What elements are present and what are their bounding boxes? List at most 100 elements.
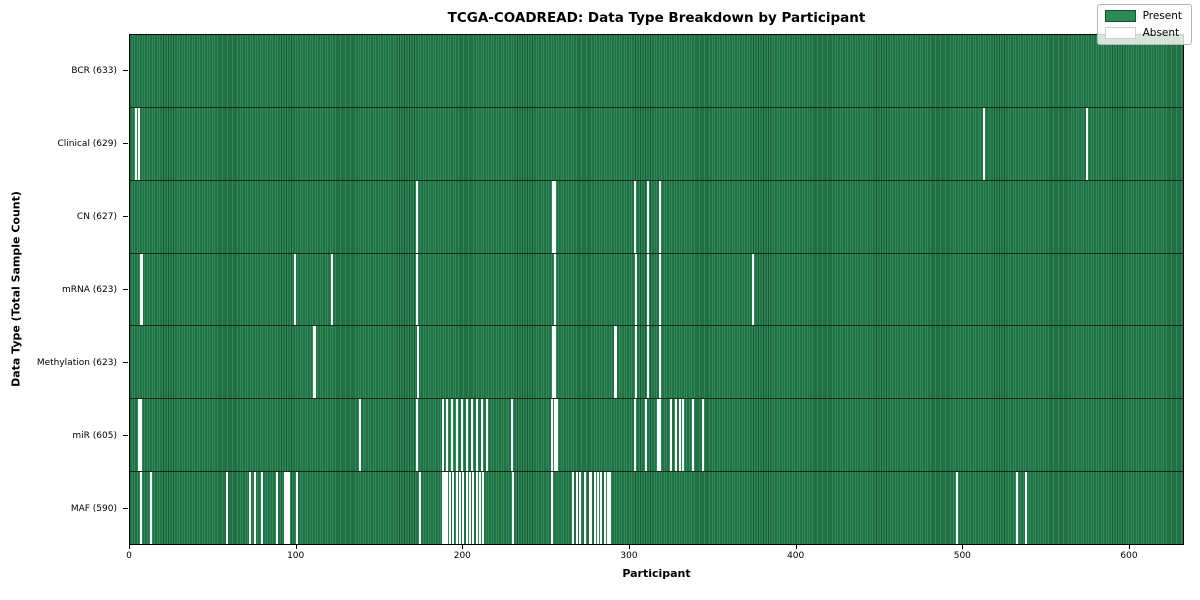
absent-stripe xyxy=(415,253,418,326)
legend: Present Absent xyxy=(1096,4,1192,45)
data-row-Methylation xyxy=(130,326,1183,400)
absent-stripe xyxy=(657,399,660,472)
data-row-Clinical xyxy=(130,107,1183,181)
absent-stripe xyxy=(415,399,418,472)
y-tick-mark xyxy=(123,435,128,436)
y-tick-label: CN (627) xyxy=(76,211,117,222)
x-tick-mark xyxy=(629,545,630,549)
legend-label: Present xyxy=(1142,10,1182,22)
y-tick-label: MAF (590) xyxy=(70,503,117,514)
x-tick-label: 400 xyxy=(787,551,805,561)
absent-stripe xyxy=(583,472,586,545)
absent-stripe xyxy=(658,253,661,326)
absent-stripe xyxy=(670,399,673,472)
absent-stripe xyxy=(590,472,593,545)
absent-stripe xyxy=(615,326,618,399)
absent-stripe xyxy=(139,253,142,326)
absent-stripe xyxy=(613,326,616,399)
absent-stripe xyxy=(553,180,556,253)
absent-stripe xyxy=(633,399,636,472)
absent-stripe xyxy=(141,253,144,326)
x-tick-label: 0 xyxy=(126,551,132,561)
x-tick-mark xyxy=(962,545,964,549)
chart-title: TCGA-COADREAD: Data Type Breakdown by Pa… xyxy=(447,10,866,26)
x-tick-label: 100 xyxy=(287,551,305,561)
absent-swatch xyxy=(1104,27,1136,39)
y-tick-label: Clinical (629) xyxy=(57,138,117,149)
absent-stripe xyxy=(607,472,610,545)
x-axis-ticks: 0 100 200 300 400 500 600 xyxy=(126,545,1184,567)
absent-stripe xyxy=(647,326,650,399)
y-tick-mark xyxy=(123,508,128,509)
y-axis-ticks: BCR (633) Clinical (629) CN (627) mRNA (623… xyxy=(0,34,129,545)
data-row-mRNA xyxy=(130,253,1183,327)
absent-stripe xyxy=(553,399,556,472)
y-tick-label: BCR (633) xyxy=(71,65,117,76)
absent-stripe xyxy=(444,472,447,545)
absent-stripe xyxy=(552,326,555,399)
absent-stripe xyxy=(572,472,575,545)
absent-stripe xyxy=(681,399,684,472)
absent-stripe xyxy=(479,472,482,545)
absent-stripe xyxy=(445,399,448,472)
y-tick-label: mRNA (623) xyxy=(62,284,117,295)
absent-stripe xyxy=(442,472,445,545)
absent-stripe xyxy=(465,472,468,545)
absent-stripe xyxy=(294,253,297,326)
absent-stripe xyxy=(552,180,555,253)
absent-stripe xyxy=(510,399,513,472)
absent-stripe xyxy=(475,472,478,545)
absent-stripe xyxy=(287,472,290,545)
data-row-BCR xyxy=(130,35,1183,108)
x-tick-label: 600 xyxy=(1120,551,1138,561)
absent-stripe xyxy=(149,472,152,545)
absent-stripe xyxy=(475,399,478,472)
absent-stripe xyxy=(261,472,264,545)
x-tick-mark xyxy=(1129,545,1130,549)
x-tick-mark xyxy=(295,545,297,549)
absent-stripe xyxy=(472,472,475,545)
absent-stripe xyxy=(658,326,661,399)
absent-stripe xyxy=(459,472,462,545)
absent-stripe xyxy=(701,399,704,472)
absent-stripe xyxy=(553,253,556,326)
absent-stripe xyxy=(956,472,959,545)
absent-stripe xyxy=(553,326,556,399)
absent-stripe xyxy=(462,472,465,545)
absent-stripe xyxy=(138,399,141,472)
absent-stripe xyxy=(226,472,229,545)
absent-stripe xyxy=(658,180,661,253)
x-tick-mark xyxy=(795,545,797,549)
absent-stripe xyxy=(314,326,317,399)
data-row-miR xyxy=(130,399,1183,473)
absent-stripe xyxy=(455,472,458,545)
absent-stripe xyxy=(983,107,986,180)
absent-stripe xyxy=(415,180,418,253)
absent-stripe xyxy=(600,472,603,545)
absent-stripe xyxy=(465,399,468,472)
absent-stripe xyxy=(691,399,694,472)
y-tick-label: miR (605) xyxy=(72,430,117,441)
absent-stripe xyxy=(550,399,553,472)
absent-stripe xyxy=(450,399,453,472)
absent-stripe xyxy=(138,107,141,180)
legend-item-absent: Absent xyxy=(1104,27,1182,39)
absent-stripe xyxy=(452,472,455,545)
absent-stripe xyxy=(286,472,289,545)
absent-stripe xyxy=(455,399,458,472)
y-tick-mark xyxy=(123,289,128,290)
absent-stripe xyxy=(1086,107,1089,180)
absent-stripe xyxy=(249,472,252,545)
y-tick-label: Methylation (623) xyxy=(36,357,117,368)
absent-stripe xyxy=(597,472,600,545)
x-axis-label: Participant xyxy=(622,567,691,580)
absent-stripe xyxy=(555,399,558,472)
absent-stripe xyxy=(449,472,452,545)
x-tick-label: 300 xyxy=(620,551,638,561)
absent-stripe xyxy=(635,253,638,326)
absent-stripe xyxy=(139,472,142,545)
absent-stripe xyxy=(512,472,515,545)
absent-stripe xyxy=(675,399,678,472)
absent-stripe xyxy=(417,326,420,399)
